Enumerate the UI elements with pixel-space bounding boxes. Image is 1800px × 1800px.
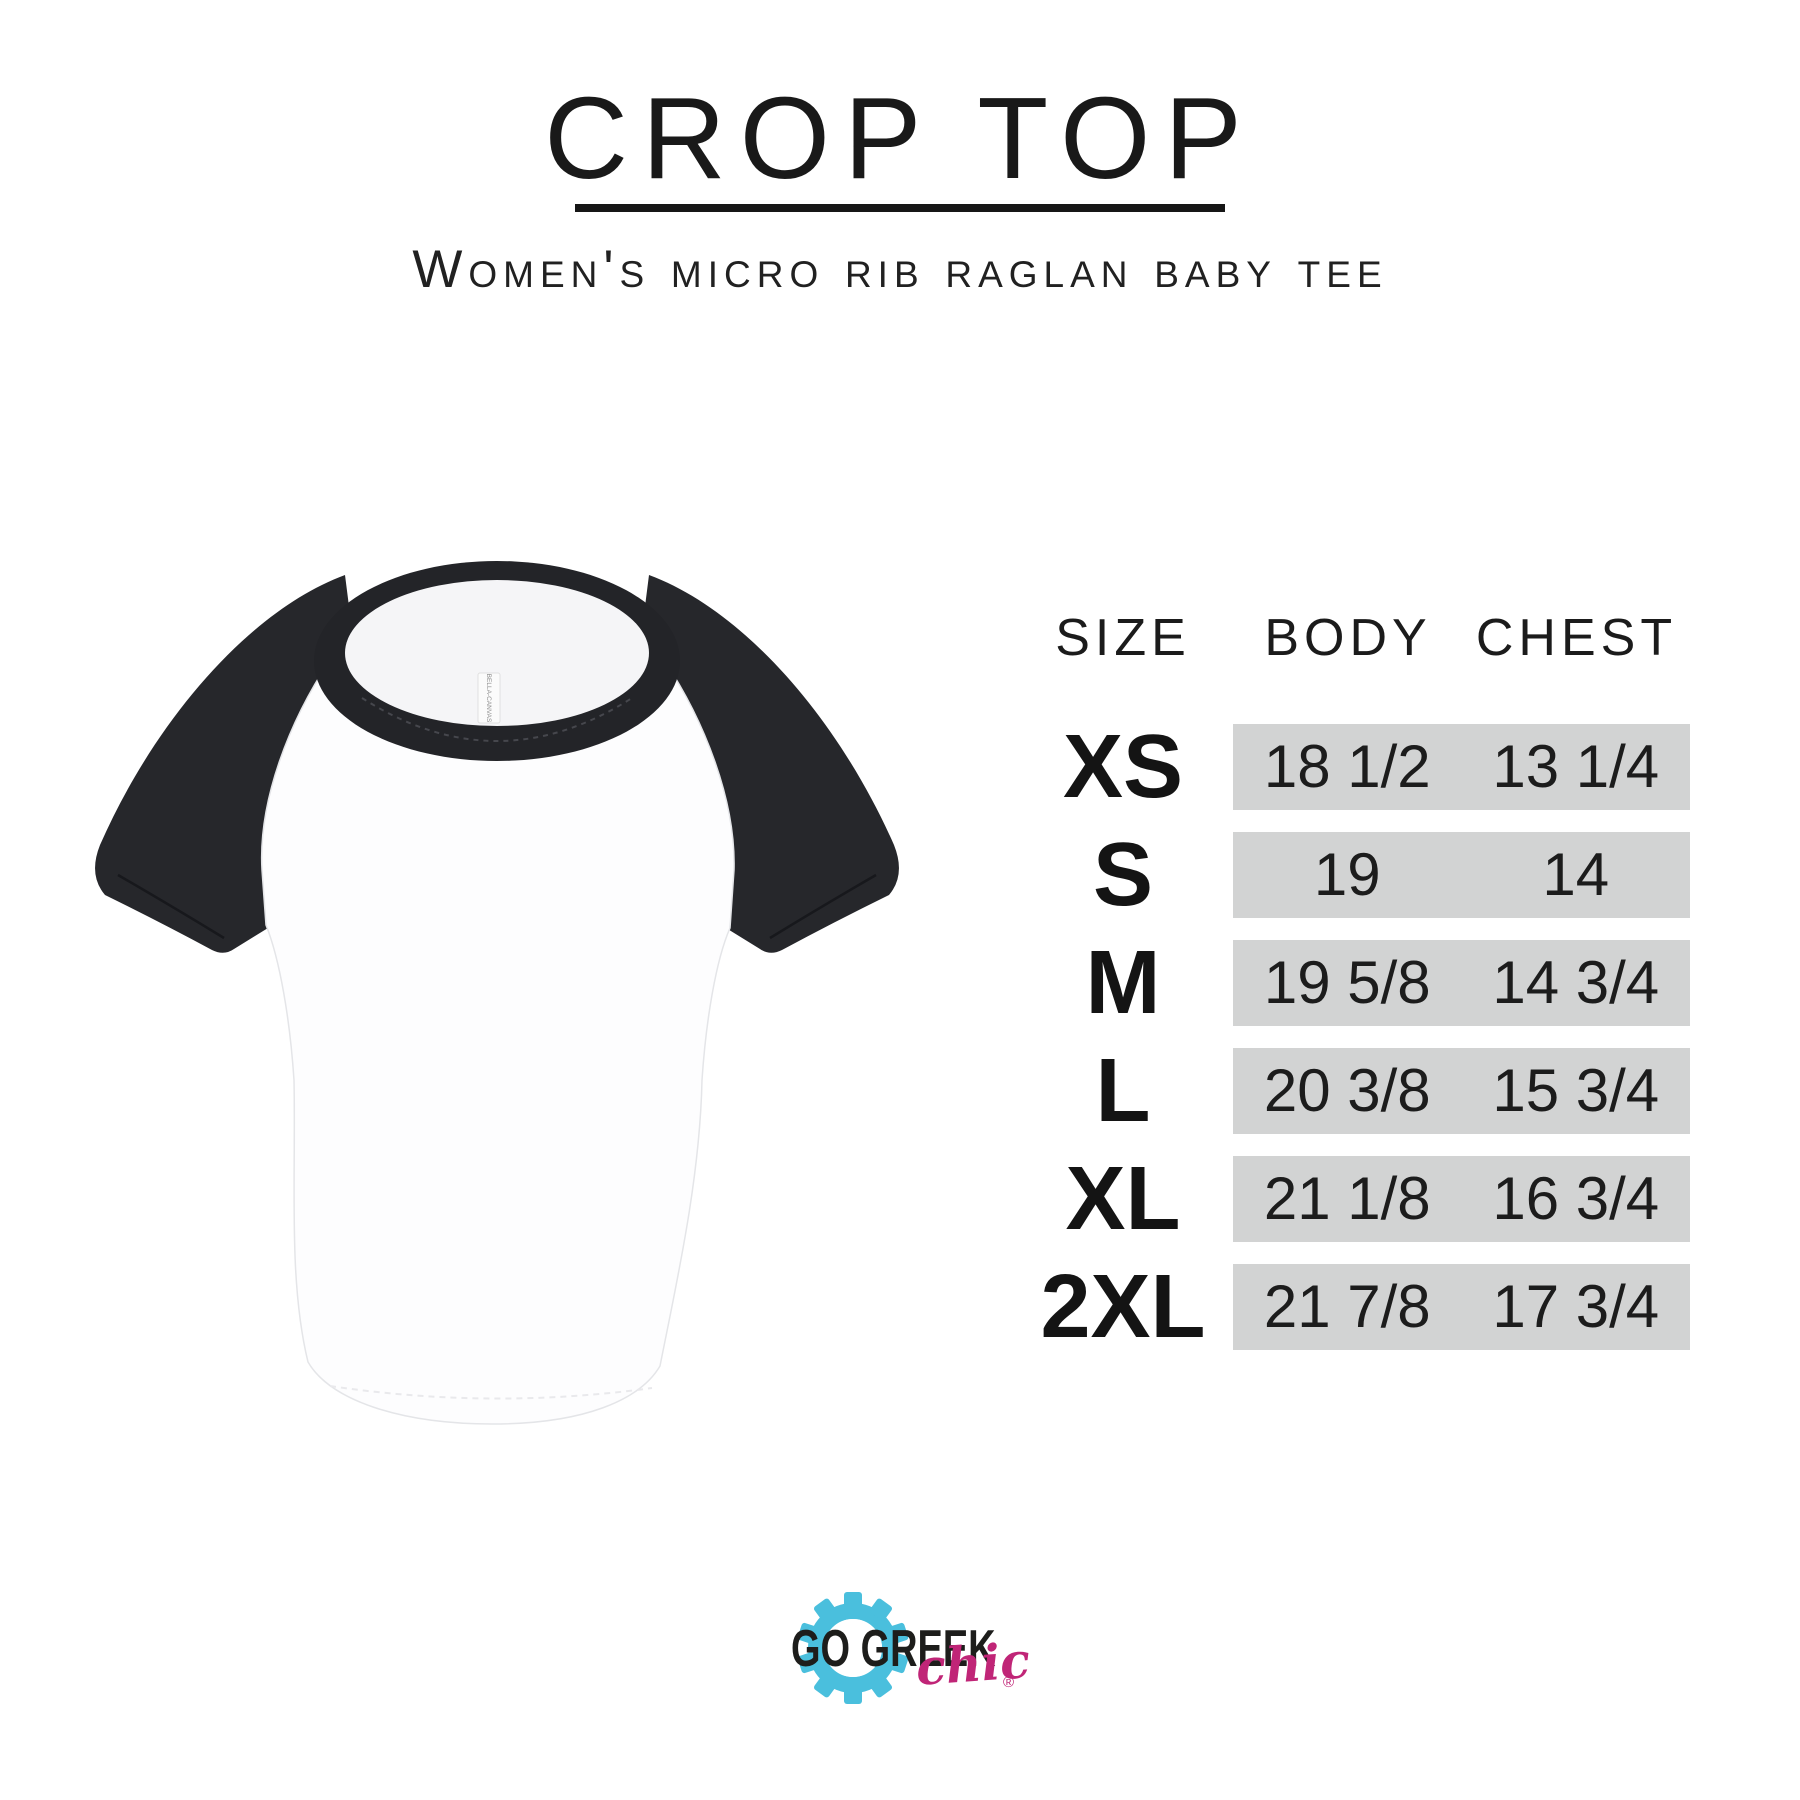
title-underline xyxy=(575,204,1225,212)
neck-tag: BELLA-CANVAS xyxy=(477,672,501,724)
page-title: CROP TOP xyxy=(544,73,1256,203)
size-row-s: S 19 14 xyxy=(1035,825,1690,925)
row-highlight: 21 7/8 17 3/4 xyxy=(1233,1264,1690,1350)
size-row-xs: XS 18 1/2 13 1/4 xyxy=(1035,717,1690,817)
tshirt-right-sleeve xyxy=(642,575,899,953)
gear-icon xyxy=(797,1592,909,1704)
chest-value: 15 3/4 xyxy=(1492,1057,1660,1124)
body-value: 18 1/2 xyxy=(1263,733,1431,800)
chest-value: 17 3/4 xyxy=(1492,1273,1660,1340)
column-header-body: BODY xyxy=(1264,609,1432,667)
brand-logo: GO GREEK chic ® xyxy=(770,1580,1050,1740)
collar-opening xyxy=(345,580,649,726)
left-cuff-seam xyxy=(117,873,225,940)
column-header-size: SIZE xyxy=(1055,609,1191,667)
page-subtitle: Women's micro rib raglan baby tee xyxy=(412,240,1388,299)
neck-tag-text: BELLA-CANVAS xyxy=(485,674,492,723)
size-chart: SIZE BODY CHEST XS 18 1/2 13 1/4 S 19 14… xyxy=(1035,598,1695,1358)
chest-value: 13 1/4 xyxy=(1492,733,1660,800)
size-row-2xl: 2XL 21 7/8 17 3/4 xyxy=(1035,1257,1690,1357)
collar-stitch xyxy=(361,697,633,742)
product-photo: BELLA-CANVAS xyxy=(95,561,899,1425)
registered-trademark-icon: ® xyxy=(1003,1674,1015,1691)
size-label: XL xyxy=(1065,1149,1181,1249)
size-label: L xyxy=(1095,1041,1151,1141)
size-row-xl: XL 21 1/8 16 3/4 xyxy=(1035,1149,1690,1249)
right-cuff-seam xyxy=(769,873,877,940)
chest-value: 14 xyxy=(1542,841,1610,908)
chest-value: 14 3/4 xyxy=(1492,949,1660,1016)
size-row-l: L 20 3/8 15 3/4 xyxy=(1035,1041,1690,1141)
column-header-chest: CHEST xyxy=(1475,609,1678,667)
row-highlight: 20 3/8 15 3/4 xyxy=(1233,1048,1690,1134)
tshirt-body xyxy=(260,658,735,1425)
chest-value: 16 3/4 xyxy=(1492,1165,1660,1232)
size-label: S xyxy=(1092,825,1154,925)
size-label: XS xyxy=(1062,717,1184,817)
size-label: 2XL xyxy=(1040,1257,1206,1357)
row-highlight: 18 1/2 13 1/4 xyxy=(1233,724,1690,810)
body-value: 20 3/8 xyxy=(1263,1057,1431,1124)
row-highlight: 21 1/8 16 3/4 xyxy=(1233,1156,1690,1242)
row-highlight: 19 14 xyxy=(1233,832,1690,918)
logo-text: GO GREEK xyxy=(791,1620,996,1678)
hem-stitch xyxy=(329,1385,653,1400)
size-label: M xyxy=(1085,933,1161,1033)
body-value: 19 xyxy=(1313,841,1381,908)
body-value: 21 1/8 xyxy=(1263,1165,1431,1232)
size-row-m: M 19 5/8 14 3/4 xyxy=(1035,933,1690,1033)
body-value: 19 5/8 xyxy=(1263,949,1431,1016)
row-highlight: 19 5/8 14 3/4 xyxy=(1233,940,1690,1026)
body-value: 21 7/8 xyxy=(1263,1273,1431,1340)
tshirt-left-sleeve xyxy=(95,575,352,953)
